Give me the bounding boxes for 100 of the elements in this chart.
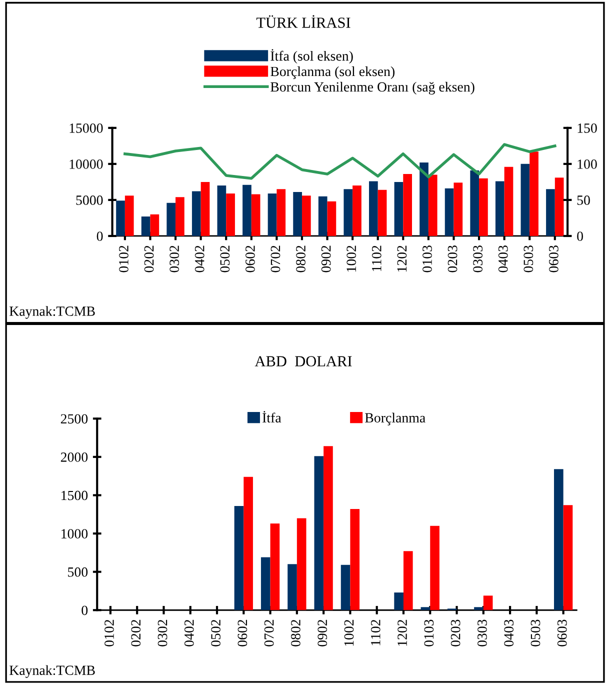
bar xyxy=(546,189,555,236)
bar xyxy=(495,181,504,236)
x-tick-label: 0702 xyxy=(264,620,274,646)
x-tick-label: 0203 xyxy=(448,246,458,272)
bar xyxy=(420,607,430,610)
bar xyxy=(141,216,150,236)
x-tick-label: 0602 xyxy=(238,620,248,646)
x-tick-label: 0402 xyxy=(194,246,204,272)
x-tick-label: 0802 xyxy=(291,620,300,646)
bar xyxy=(302,196,311,236)
y-tick-label: 10000 xyxy=(70,160,103,169)
x-tick-label: 0702 xyxy=(270,246,280,272)
legend-label: Borçlanma xyxy=(365,412,426,426)
bar xyxy=(403,174,412,236)
bar xyxy=(350,509,360,610)
x-tick-label: 0203 xyxy=(450,620,460,646)
bar xyxy=(200,182,210,236)
legend-label: Borcun Yenilenme Oranı (sağ eksen) xyxy=(270,82,474,94)
bar xyxy=(150,214,160,236)
x-tick-label: 0303 xyxy=(478,620,487,646)
bar xyxy=(293,192,302,236)
line-series xyxy=(124,143,556,180)
text: Kaynak:TCMB xyxy=(10,306,95,319)
bar xyxy=(428,174,438,236)
bar xyxy=(318,196,328,236)
legend-label: Borçlanma (sol eksen) xyxy=(270,66,394,79)
y-tick-label: 2000 xyxy=(60,452,88,462)
bar xyxy=(563,505,573,610)
bar xyxy=(430,526,440,610)
bar xyxy=(260,557,270,610)
x-tick-label: 0502 xyxy=(220,246,230,272)
y-tick-label: 500 xyxy=(68,567,88,577)
bar xyxy=(296,518,306,610)
x-tick-label: 0603 xyxy=(549,246,558,272)
x-tick-label: 0102 xyxy=(119,246,128,272)
x-tick-label: 0403 xyxy=(504,620,514,646)
bar xyxy=(166,202,176,236)
y2-tick-label: 100 xyxy=(578,160,597,169)
x-tick-label: 1002 xyxy=(344,620,354,646)
y2-tick-label: 150 xyxy=(578,123,597,133)
bar xyxy=(242,184,252,236)
bar xyxy=(276,189,286,236)
chart-title: TÜRK LİRASI xyxy=(256,15,350,28)
bar xyxy=(483,596,493,610)
x-tick-label: 0102 xyxy=(104,620,114,646)
bar xyxy=(554,469,564,610)
x-tick-label: 0402 xyxy=(184,620,194,646)
x-tick-label: 0902 xyxy=(318,620,328,646)
x-tick-label: 0303 xyxy=(473,246,482,272)
bar xyxy=(554,178,564,236)
x-tick-label: 1002 xyxy=(346,246,356,272)
bar xyxy=(288,564,297,610)
x-tick-label: 0403 xyxy=(498,246,508,272)
bar xyxy=(369,181,378,236)
bar xyxy=(226,193,235,236)
bar xyxy=(530,152,538,236)
bar xyxy=(251,194,260,236)
x-tick-label: 0602 xyxy=(246,246,255,272)
x-tick-label: 1202 xyxy=(398,620,407,646)
y-tick-label: 2500 xyxy=(60,414,88,424)
y2-tick-label: 50 xyxy=(577,196,590,205)
bar xyxy=(470,170,480,236)
y-tick-label: 1000 xyxy=(62,529,88,538)
bar xyxy=(344,189,353,236)
chart-title: ABD DOLARI xyxy=(254,356,352,366)
x-tick-label: 0603 xyxy=(557,620,567,646)
bar xyxy=(327,201,336,236)
y-tick-label: 0 xyxy=(82,606,88,616)
x-tick-label: 0802 xyxy=(296,246,306,272)
x-tick-label: 0302 xyxy=(170,246,179,272)
x-tick-label: 0503 xyxy=(524,246,534,272)
x-tick-label: 1102 xyxy=(370,620,380,646)
x-tick-label: 0302 xyxy=(158,620,168,646)
bar xyxy=(340,564,350,610)
y-tick-label: 15000 xyxy=(70,123,103,133)
bar xyxy=(314,456,324,610)
bar xyxy=(324,446,333,610)
bar xyxy=(444,188,454,236)
y-tick-label: 5000 xyxy=(76,196,103,205)
bar xyxy=(520,164,530,236)
legend-label: İtfa xyxy=(262,410,282,423)
bar xyxy=(124,196,134,236)
y-tick-label: 1500 xyxy=(62,490,88,500)
bar xyxy=(474,607,484,610)
y-tick-label: 0 xyxy=(96,232,103,241)
bar xyxy=(479,178,488,236)
bar xyxy=(403,551,413,610)
legend-label: İtfa (sol eksen) xyxy=(270,49,353,64)
bar xyxy=(352,186,362,236)
x-tick-label: 0502 xyxy=(211,620,220,646)
y2-tick-label: 0 xyxy=(577,232,583,241)
x-tick-label: 1102 xyxy=(372,246,382,272)
bar xyxy=(378,190,387,236)
bar xyxy=(176,197,184,236)
bar xyxy=(192,191,201,236)
bar xyxy=(394,182,404,236)
bar xyxy=(504,166,514,236)
bar xyxy=(268,193,277,236)
bar xyxy=(116,200,125,236)
bar xyxy=(244,476,253,610)
